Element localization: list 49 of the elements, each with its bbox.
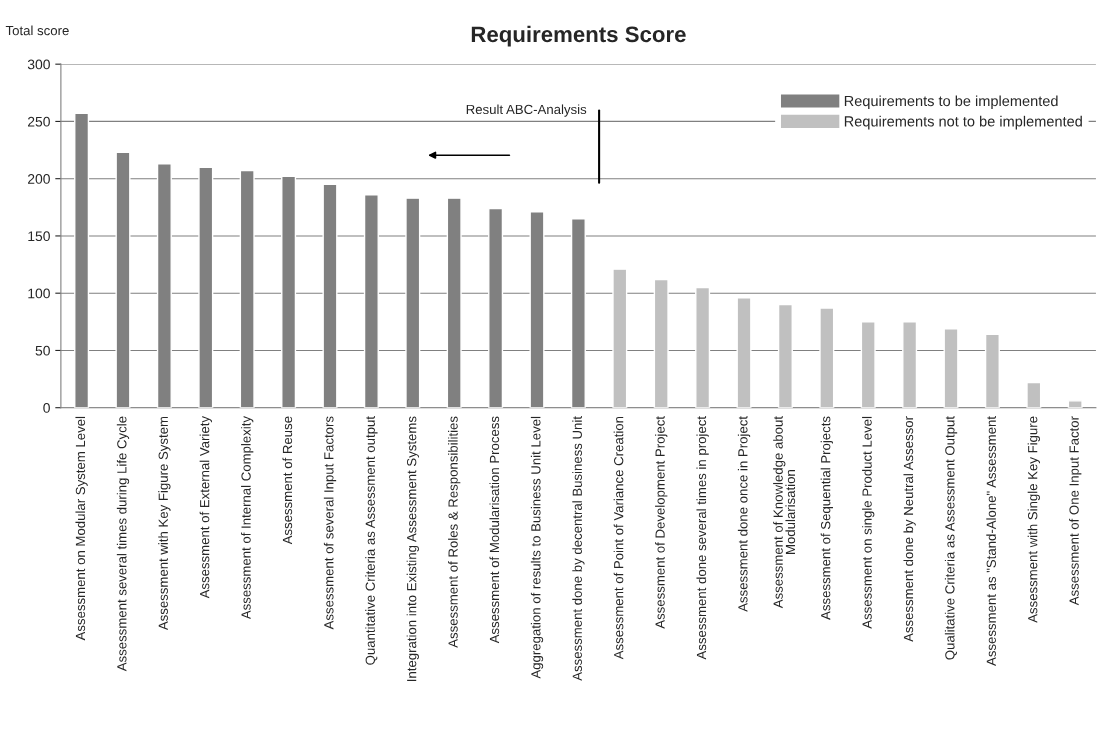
bar [612, 268, 628, 408]
x-tick-label: Assessment of Modularisation Process [489, 416, 500, 644]
bar [736, 297, 752, 408]
x-tick-label: Assessment several times during Life Cycle [116, 416, 130, 672]
annotation: Result ABC-Analysis [466, 104, 587, 117]
legend-label: Requirements not to be implemented [844, 115, 1082, 130]
y-tick-label: 300 [27, 59, 50, 70]
x-tick-label: Assessment done by decentral Business Unit [572, 416, 585, 681]
x-tick-label: Assessment with Key Figure System [158, 416, 171, 631]
chart-title: Requirements Score [471, 25, 686, 47]
x-tick-label: Assessment as "Stand-Alone" Assessment [986, 416, 996, 666]
x-tick-label: Assessment of Internal Complexity [241, 416, 254, 620]
x-tick-label: Assessment of Development Project [655, 416, 668, 629]
bar [1067, 400, 1083, 408]
x-tick-label: Assessment done several times in project [696, 416, 709, 660]
y-tick-label: 250 [28, 116, 50, 127]
bar [860, 321, 876, 408]
bar [943, 327, 959, 408]
y-tick-label: 100 [28, 288, 50, 299]
x-tick-label: Assessment of Reuse [282, 416, 293, 545]
bar [1026, 381, 1042, 408]
x-tick-label: Assessment done by Neutral Assessor [903, 416, 916, 642]
x-tick-label: Assessment of External Variety [199, 416, 212, 599]
x-tick-label: Assessment on single Product Level [862, 416, 875, 629]
x-tick-label: Assessment of several Input Factors [323, 416, 337, 630]
x-tick-label: Assessment of Sequential Projects [820, 416, 833, 620]
bar [984, 333, 1000, 408]
bar [777, 303, 793, 408]
x-tick-label: Quantitative Criteria as Assessment output [365, 416, 378, 665]
x-tick-label: Assessment of Roles & Responsibilities [448, 416, 461, 648]
x-tick-label: Assessment of Point of Variance Creation [613, 416, 624, 660]
x-tick-label: Qualitative Criteria as Assessment Output [944, 416, 958, 660]
bar [902, 321, 918, 408]
y-tick-label: 50 [35, 345, 50, 356]
bar [653, 278, 669, 408]
x-tick-label: Aggregation of results to Business Unit Level [530, 416, 544, 679]
x-tick-label: Assessment on Modular System Level [75, 416, 88, 641]
x-tick-label: Integration into Existing Assessment Systems [406, 416, 419, 682]
y-tick-label: 150 [28, 231, 50, 242]
bar [819, 307, 835, 408]
bar [695, 286, 711, 408]
legend-label: Requirements to be implemented [844, 95, 1058, 110]
y-axis-title: Total score [5, 25, 69, 36]
y-tick-label: 200 [28, 174, 50, 184]
y-tick-label: 0 [43, 403, 50, 413]
x-tick-label: Assessment done once in Project [737, 416, 751, 612]
x-tick-label: Assessment with Single Key Figure [1027, 416, 1040, 623]
x-tick-label: Assessment of Knowledge about Modularisation [773, 416, 796, 609]
x-tick-label: Assessment of One Input Factor [1069, 416, 1082, 606]
